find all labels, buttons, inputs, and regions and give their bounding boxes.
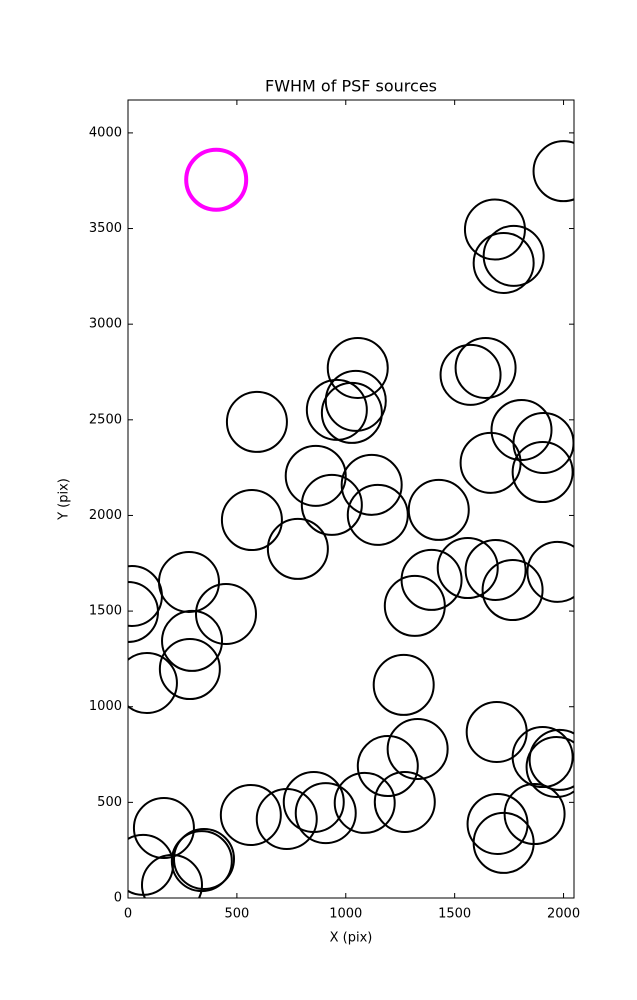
- source-circle: [481, 559, 544, 622]
- source-circle: [282, 770, 345, 833]
- source-circle: [386, 717, 449, 780]
- source-circle: [525, 735, 574, 798]
- source-circle: [526, 540, 574, 603]
- y-tick-label: 1500: [89, 604, 122, 619]
- source-circle: [194, 582, 257, 645]
- source-circle: [340, 453, 403, 516]
- source-circle: [220, 489, 283, 552]
- y-tick-label: 1000: [89, 699, 122, 714]
- source-circle: [373, 770, 436, 833]
- y-tick-label: 0: [114, 891, 122, 906]
- x-tick-label: 2000: [547, 907, 580, 922]
- source-circle: [333, 771, 396, 834]
- y-axis-label: Y (pix): [57, 478, 72, 521]
- source-circle: [173, 827, 236, 890]
- source-circle: [511, 726, 574, 789]
- source-circle: [383, 574, 446, 637]
- marks: [128, 140, 574, 898]
- source-circle: [528, 728, 574, 791]
- y-tick-label: 2500: [89, 412, 122, 427]
- y-tick-label: 4000: [89, 125, 122, 140]
- source-circle: [532, 140, 574, 203]
- x-tick-label: 1500: [438, 907, 471, 922]
- source-circle: [482, 224, 545, 287]
- source-circle: [300, 473, 363, 536]
- chart-title: FWHM of PSF sources: [265, 77, 437, 96]
- source-circle: [294, 782, 357, 845]
- source-circle: [326, 336, 389, 399]
- source-circle: [472, 811, 535, 874]
- source-circle: [132, 796, 195, 859]
- x-tick-label: 500: [224, 907, 249, 922]
- source-circle: [320, 381, 383, 444]
- source-circle: [346, 483, 409, 546]
- source-circle: [225, 390, 288, 453]
- source-circle: [128, 652, 178, 714]
- source-circle: [454, 336, 517, 399]
- source-circle: [170, 830, 233, 893]
- y-tick-label: 3500: [89, 221, 122, 236]
- x-tick-label: 1000: [329, 907, 362, 922]
- source-circle: [490, 398, 553, 461]
- y-tick-label: 500: [97, 795, 122, 810]
- source-circle: [439, 343, 502, 406]
- source-circle: [284, 444, 347, 507]
- source-circle: [356, 735, 419, 798]
- plot-frame: [127, 99, 575, 899]
- x-axis-label: X (pix): [330, 931, 373, 946]
- source-circle: [158, 638, 221, 701]
- source-circle: [463, 198, 526, 261]
- source-circle: [161, 609, 224, 672]
- y-tick-label: 2000: [89, 508, 122, 523]
- source-circle: [472, 231, 535, 294]
- source-circle: [436, 537, 499, 600]
- y-tick-label: 3000: [89, 317, 122, 332]
- source-circle: [184, 147, 249, 212]
- source-circle: [219, 783, 282, 846]
- x-tick-label: 0: [124, 907, 132, 922]
- source-circle: [407, 478, 470, 541]
- source-circle: [459, 431, 522, 494]
- source-circle: [372, 653, 435, 716]
- source-circle: [324, 369, 387, 432]
- source-circle: [464, 538, 527, 601]
- plot-area: [128, 100, 574, 898]
- source-circle: [511, 441, 574, 504]
- source-circle: [266, 517, 329, 580]
- source-circle: [128, 581, 159, 644]
